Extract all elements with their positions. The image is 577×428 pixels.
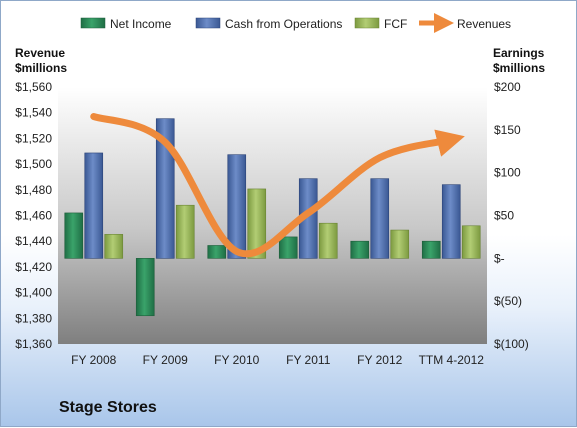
net-income-bar bbox=[64, 212, 84, 259]
fcf-bar bbox=[390, 229, 410, 259]
legend: Net Income Cash from Operations FCF Reve… bbox=[80, 13, 511, 33]
net-income-bar bbox=[278, 236, 298, 259]
x-axis-tick-label: FY 2010 bbox=[214, 353, 259, 367]
legend-swatch-cash-from-operations bbox=[195, 17, 221, 29]
fcf-bar bbox=[318, 222, 338, 259]
right-axis-title-line1: Earnings bbox=[493, 46, 545, 60]
left-axis-title-line2: $millions bbox=[15, 61, 67, 75]
fcf-bar bbox=[461, 225, 481, 259]
bars bbox=[64, 118, 481, 317]
x-axis-tick-label: TTM 4-2012 bbox=[419, 353, 485, 367]
x-axis-tick-label: FY 2012 bbox=[357, 353, 402, 367]
right-axis-tick-label: $(50) bbox=[494, 294, 522, 308]
left-axis-tick-label: $1,520 bbox=[15, 131, 52, 145]
right-axis-tick-label: $100 bbox=[494, 166, 521, 180]
legend-label-revenues: Revenues bbox=[457, 17, 511, 31]
net-income-bar bbox=[350, 240, 370, 259]
left-axis-tick-label: $1,440 bbox=[15, 234, 52, 248]
right-axis-tick-label: $200 bbox=[494, 80, 521, 94]
fcf-bar bbox=[175, 204, 195, 259]
legend-label-net-income: Net Income bbox=[110, 17, 172, 31]
x-axis-tick-label: FY 2008 bbox=[71, 353, 116, 367]
right-axis-tick-label: $50 bbox=[494, 209, 514, 223]
right-axis-ticks: $200 $150 $100 $50 $- $(50) $(100) bbox=[494, 80, 529, 351]
revenues-line bbox=[90, 113, 465, 258]
right-axis-tick-label: $150 bbox=[494, 123, 521, 137]
legend-label-fcf: FCF bbox=[384, 17, 407, 31]
cash-from-operations-bar bbox=[370, 178, 390, 259]
revenue-line-group bbox=[90, 113, 465, 258]
net-income-bar bbox=[421, 240, 441, 259]
left-axis-tick-label: $1,460 bbox=[15, 209, 52, 223]
net-income-bar bbox=[135, 258, 155, 317]
left-axis-tick-label: $1,360 bbox=[15, 337, 52, 351]
x-axis-labels: FY 2008 FY 2009 FY 2010 FY 2011 FY 2012 TTM 4… bbox=[71, 353, 484, 367]
right-axis-title-line2: $millions bbox=[493, 61, 545, 75]
fcf-bar bbox=[247, 188, 267, 259]
net-income-bar bbox=[207, 245, 227, 259]
left-axis-tick-label: $1,380 bbox=[15, 311, 52, 325]
legend-label-cash-from-operations: Cash from Operations bbox=[225, 17, 342, 31]
left-axis-tick-label: $1,540 bbox=[15, 106, 52, 120]
company-name: Stage Stores bbox=[59, 399, 157, 416]
right-axis-tick-label: $- bbox=[494, 251, 505, 265]
left-axis-tick-label: $1,500 bbox=[15, 157, 52, 171]
cash-from-operations-bar bbox=[441, 184, 461, 259]
left-axis-tick-label: $1,400 bbox=[15, 286, 52, 300]
fcf-bar bbox=[104, 234, 124, 259]
cash-from-operations-bar bbox=[84, 152, 104, 259]
left-axis-tick-label: $1,480 bbox=[15, 183, 52, 197]
left-axis-ticks: $1,560 $1,540 $1,520 $1,500 $1,480 $1,460 $1,4… bbox=[15, 80, 52, 351]
cash-from-operations-bar bbox=[227, 154, 247, 259]
legend-swatch-net-income bbox=[80, 17, 106, 29]
left-axis-tick-label: $1,560 bbox=[15, 80, 52, 94]
right-axis-tick-label: $(100) bbox=[494, 337, 529, 351]
left-axis-title-line1: Revenue bbox=[15, 46, 65, 60]
plot-area bbox=[58, 87, 487, 344]
x-axis-tick-label: FY 2011 bbox=[286, 353, 331, 367]
cash-from-operations-bar bbox=[155, 118, 175, 259]
x-axis-tick-label: FY 2009 bbox=[143, 353, 188, 367]
legend-swatch-fcf bbox=[354, 17, 380, 29]
left-axis-tick-label: $1,420 bbox=[15, 260, 52, 274]
